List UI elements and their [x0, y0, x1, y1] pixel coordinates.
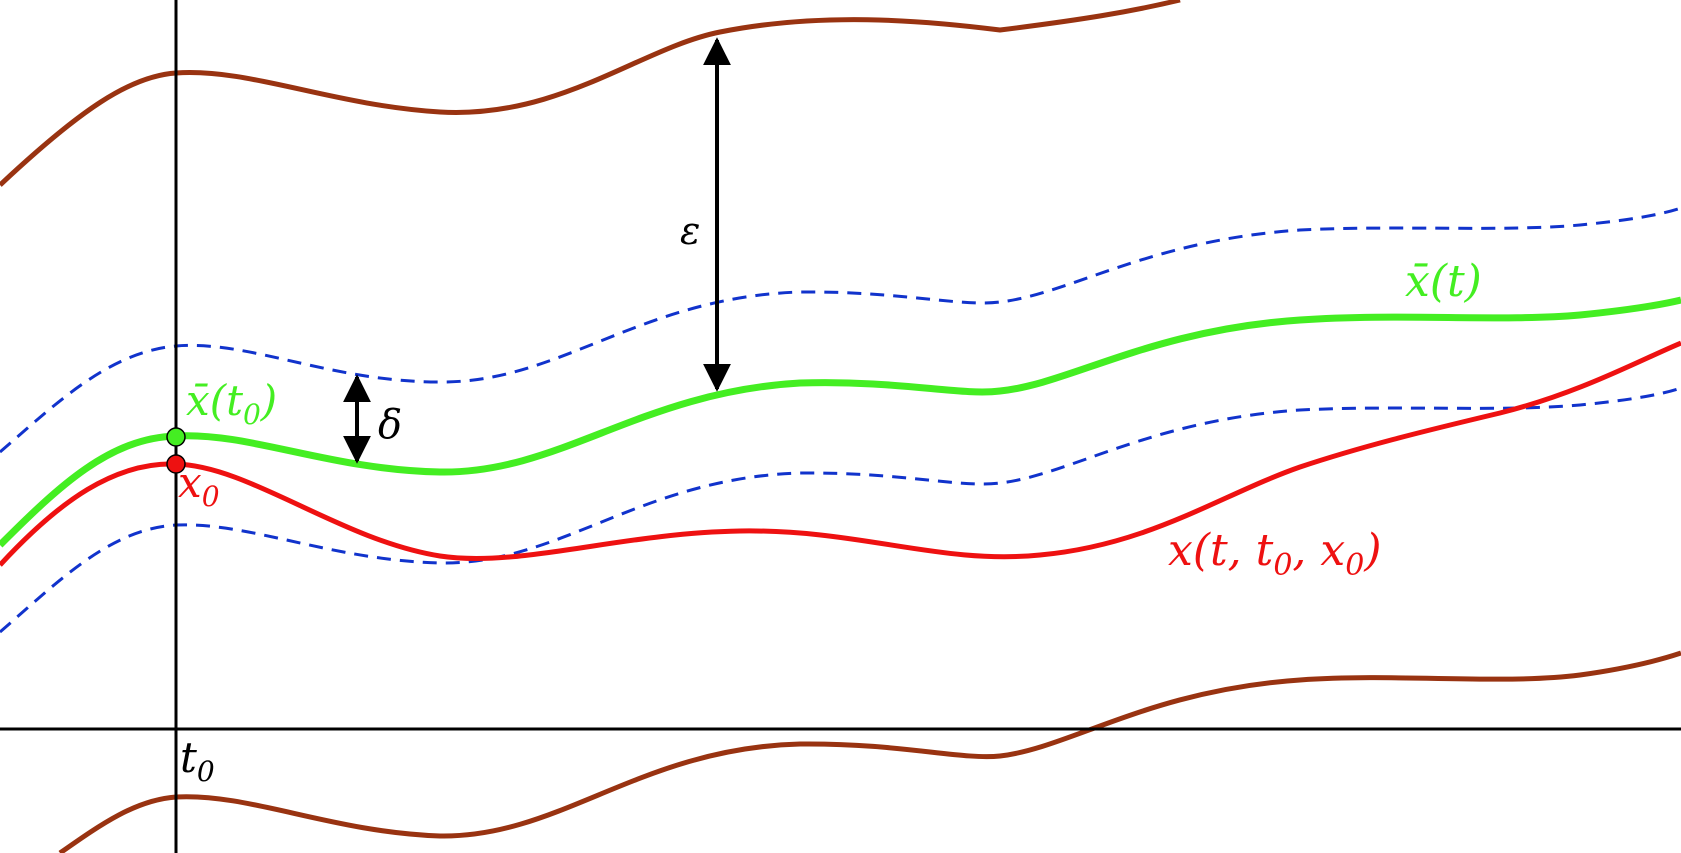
reference-solution-label: x̄(t) — [1405, 256, 1482, 307]
perturbed-solution-curve — [0, 340, 1681, 567]
delta-upper-curve — [0, 206, 1681, 454]
epsilon-label: ε — [680, 209, 700, 253]
reference-solution-curve — [0, 296, 1681, 548]
reference-initial-point — [166, 427, 186, 447]
epsilon-upper-curve — [0, 0, 1181, 187]
delta-label: δ — [378, 402, 402, 448]
initial-value-label: x0 — [178, 458, 220, 513]
reference-initial-label: x̄(t0) — [186, 376, 277, 431]
epsilon-lower-curve — [58, 650, 1681, 853]
perturbed-solution-label: x(t, t0, x0) — [1168, 525, 1381, 583]
delta-lower-curve — [0, 386, 1681, 634]
t0-label: t0 — [180, 733, 215, 788]
perturbed-initial-point — [166, 454, 186, 474]
